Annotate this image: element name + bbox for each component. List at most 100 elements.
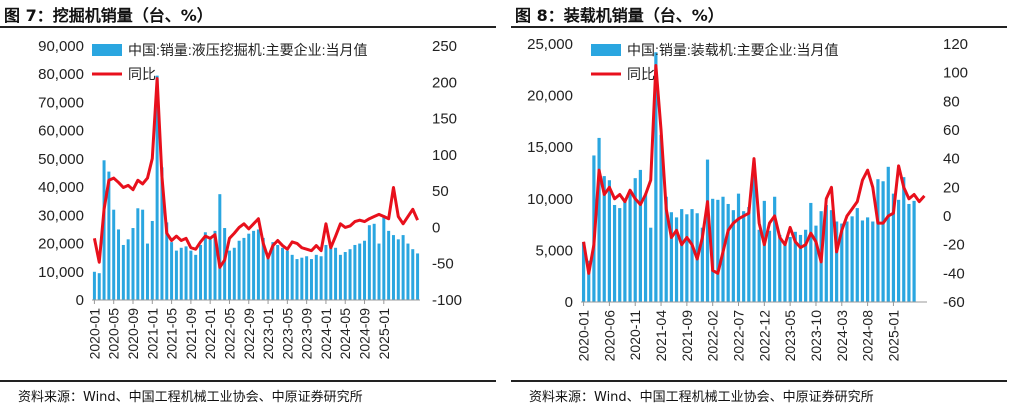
bar [232, 247, 236, 300]
bar [607, 180, 611, 302]
y-left-tick-label: 40,000 [38, 179, 84, 196]
excavator-chart: 90,000 80,000 70,000 60,000 50,000 40,000 30,0… [38, 38, 462, 360]
x-tick-label: 2021-05 [164, 308, 180, 360]
x-tick-label: 2021-09 [679, 310, 695, 362]
source-note: 资料来源：Wind、中国工程机械工业协会、中原证券研究所 [529, 390, 874, 405]
y-right-tick-label: 60 [943, 122, 960, 139]
bar [912, 200, 916, 302]
bar [633, 178, 637, 302]
bar [97, 273, 101, 300]
chart-panel-excavator: 图 7：挖掘机销量（台、%） 90,000 80,000 70,000 60,000 5… [0, 0, 500, 409]
bar [866, 217, 870, 302]
y-right-tick-label: 100 [432, 147, 457, 164]
y-left-tick-label: 20,000 [38, 236, 84, 253]
bar [334, 247, 338, 300]
bar [367, 225, 371, 300]
x-tick-label: 2025-01 [885, 310, 901, 362]
legend-bar-label: 中国:销量:液压挖掘机:主要企业:当月值 [128, 42, 368, 58]
x-tick-label: 2020-01 [86, 308, 102, 360]
title-rule [511, 26, 1007, 28]
bar [213, 230, 217, 300]
bar [136, 208, 140, 300]
bar [612, 204, 617, 302]
y-right-tick-label: 50 [432, 183, 449, 200]
bar [804, 229, 808, 302]
y-right-tick-label: 80 [943, 93, 960, 110]
bar [860, 220, 865, 302]
y-left-tick-label: 5,000 [535, 242, 573, 259]
source-rule [0, 380, 496, 382]
bar [726, 203, 730, 302]
bar [218, 194, 222, 300]
x-tick-label: 2023-05 [782, 310, 798, 362]
bar [358, 243, 362, 300]
bar [377, 243, 381, 300]
bar [773, 196, 777, 302]
bar [602, 176, 606, 302]
bar [902, 177, 906, 302]
yoy-line [92, 77, 419, 269]
bar [160, 167, 164, 300]
y-right-tick-label: 0 [943, 208, 951, 225]
x-tick-label: 2022-01 [202, 308, 218, 360]
bar [382, 215, 386, 300]
bar [126, 239, 130, 300]
bar [348, 249, 352, 300]
x-tick-label: 2023-10 [808, 310, 824, 362]
bar [411, 249, 415, 300]
bar [300, 257, 304, 300]
bar [690, 209, 694, 302]
bar [680, 209, 684, 302]
x-tick-label: 2024-01 [318, 308, 334, 360]
bar [886, 166, 890, 302]
x-tick-label: 2020-09 [125, 308, 141, 360]
x-tick-label: 2024-09 [357, 308, 373, 360]
y-right-tick-label: 0 [432, 219, 440, 236]
legend-line-label: 同比 [627, 66, 655, 82]
bar [855, 208, 859, 302]
bar [757, 229, 761, 302]
bar [343, 252, 347, 300]
y-right-tick-label: -20 [943, 237, 965, 254]
y-right-tick-label: -100 [432, 292, 462, 309]
bar [829, 210, 834, 302]
bar [237, 240, 241, 300]
bar [840, 223, 844, 302]
bar [92, 271, 96, 300]
bar [850, 216, 854, 302]
bar [597, 137, 601, 302]
x-tick-label: 2023-05 [279, 308, 295, 360]
bar [387, 230, 391, 300]
bar [256, 229, 260, 300]
bar [778, 234, 782, 302]
y-right-tick-label: -50 [432, 256, 454, 273]
bar [305, 256, 309, 300]
y-right-tick-label: 100 [943, 65, 968, 82]
bar [170, 242, 174, 300]
bar [814, 225, 818, 302]
bar [203, 232, 207, 300]
bar [711, 198, 715, 302]
bar [391, 235, 395, 300]
source-note: 资料来源：Wind、中国工程机械工业协会、中原证券研究所 [18, 390, 363, 405]
bar [824, 204, 828, 302]
bar [112, 209, 116, 300]
chart-title: 图 8：装载机销量（台、%） [515, 6, 724, 25]
bar [649, 227, 653, 302]
bar [638, 169, 642, 302]
bar [121, 244, 125, 300]
bar [659, 134, 663, 302]
bar [208, 239, 212, 300]
y-right-tick-label: 250 [432, 38, 457, 55]
x-tick-label: 2020-01 [576, 310, 592, 362]
bar [314, 254, 318, 300]
y-left-tick-label: 20,000 [527, 88, 573, 105]
x-tick-label: 2024-03 [834, 310, 850, 362]
bar [581, 242, 586, 302]
source-rule [511, 380, 1007, 382]
y-right-tick-label: 20 [943, 179, 960, 196]
x-tick-label: 2021-04 [653, 310, 669, 362]
bar [876, 179, 880, 302]
bar [742, 211, 746, 302]
loader-chart: 25,000 20,000 15,000 10,000 5,000 0 120 100 80 60… [527, 36, 968, 362]
